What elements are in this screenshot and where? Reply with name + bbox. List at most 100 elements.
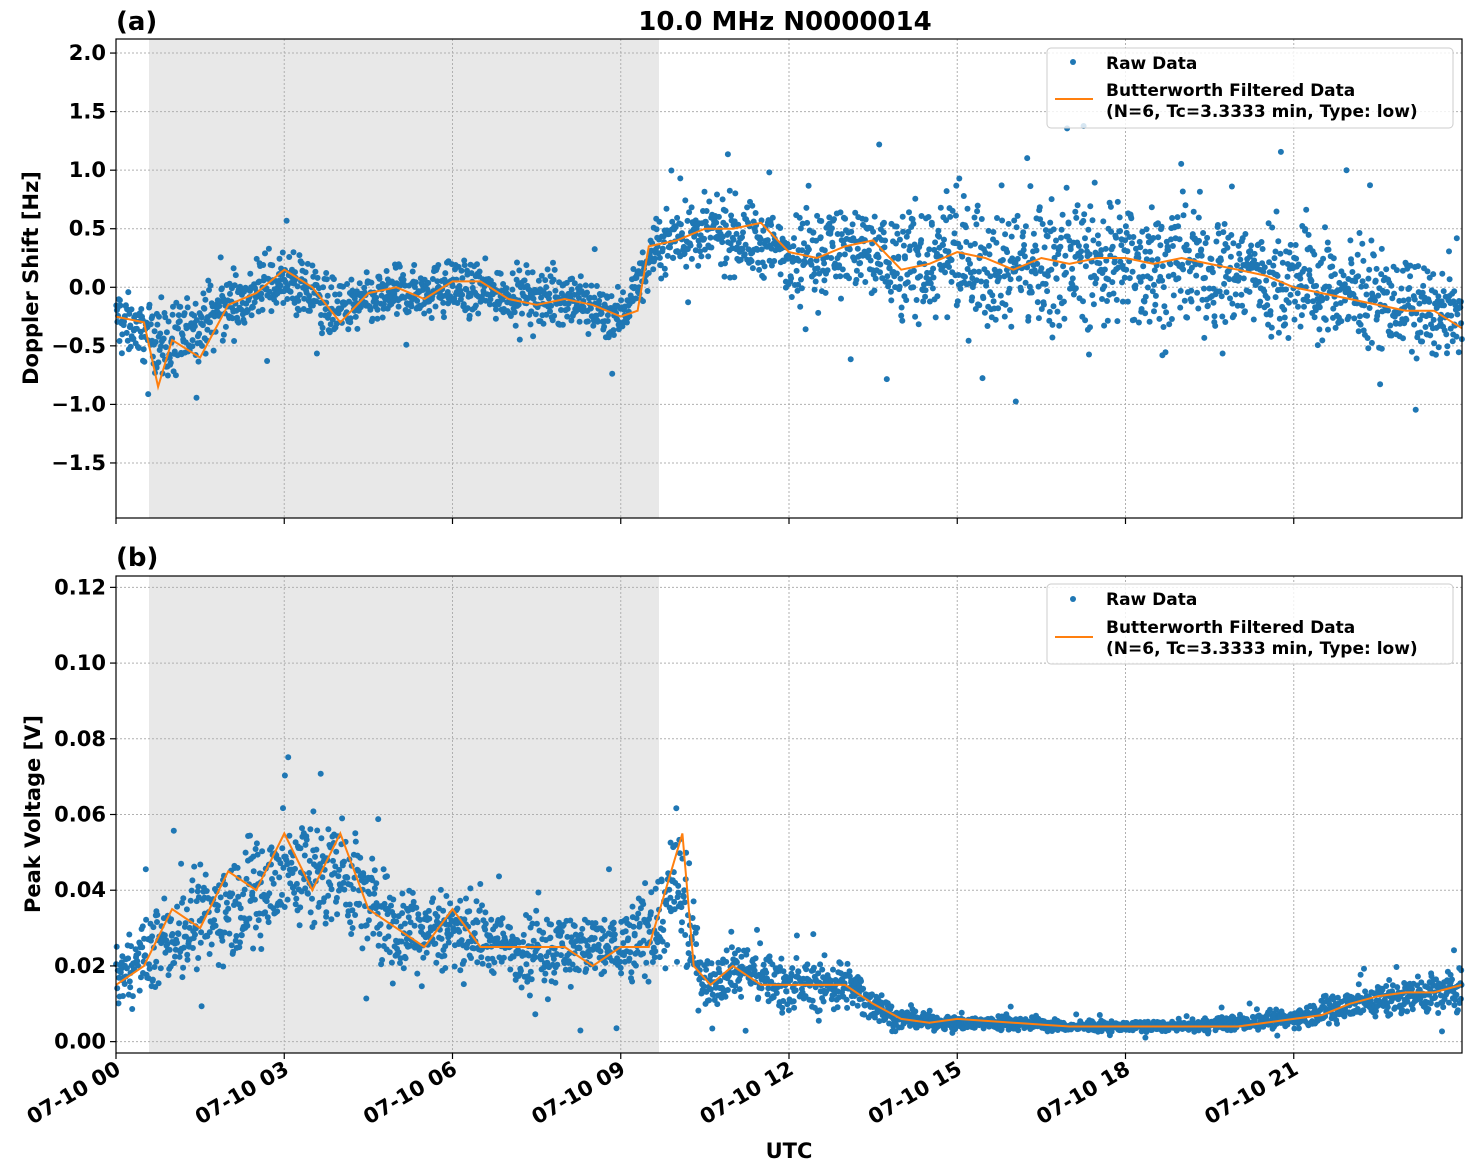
raw-data-point: [780, 968, 787, 975]
raw-data-point: [1013, 224, 1020, 231]
raw-data-point: [1128, 215, 1135, 222]
raw-data-point: [373, 294, 380, 301]
raw-data-point: [544, 996, 551, 1003]
raw-data-point: [325, 311, 332, 318]
raw-data-point: [1219, 313, 1226, 320]
raw-data-point: [1411, 321, 1418, 328]
raw-data-point: [442, 965, 449, 971]
raw-data-point: [705, 253, 712, 260]
raw-data-point: [223, 899, 230, 906]
raw-data-point: [248, 312, 255, 319]
raw-data-point: [1354, 300, 1360, 307]
raw-data-point: [219, 337, 226, 344]
raw-data-point: [1041, 244, 1048, 251]
raw-data-point: [676, 850, 683, 857]
raw-data-point: [1449, 338, 1456, 345]
raw-data-point: [226, 280, 233, 287]
raw-data-point: [423, 949, 430, 956]
raw-data-point: [568, 286, 575, 293]
raw-data-point: [188, 887, 195, 894]
y-tick-label: 1.5: [69, 100, 106, 124]
raw-data-point: [399, 910, 406, 917]
raw-data-point: [384, 911, 391, 918]
raw-data-point: [516, 336, 523, 343]
raw-data-point: [1295, 261, 1302, 268]
raw-data-point: [222, 881, 229, 888]
raw-data-point: [391, 912, 398, 919]
raw-data-point: [629, 978, 636, 985]
raw-data-point: [831, 216, 837, 223]
raw-data-point: [1372, 277, 1379, 284]
raw-data-point: [1325, 326, 1331, 333]
raw-data-point: [564, 305, 571, 312]
raw-data-point: [206, 951, 213, 957]
raw-data-point: [920, 298, 927, 305]
raw-data-point: [1094, 232, 1101, 239]
raw-data-point: [550, 276, 557, 283]
raw-data-point: [678, 927, 685, 934]
raw-data-point: [1440, 288, 1447, 295]
raw-data-point: [1042, 227, 1049, 234]
raw-data-point: [1306, 267, 1313, 274]
raw-data-point: [730, 236, 737, 243]
raw-data-point: [512, 322, 519, 329]
raw-data-point: [954, 298, 961, 305]
raw-data-point: [1303, 206, 1310, 213]
raw-data-point: [649, 959, 656, 965]
raw-data-point: [121, 981, 128, 987]
raw-data-point: [723, 958, 730, 965]
raw-data-point: [325, 892, 332, 899]
raw-data-point: [1086, 351, 1092, 358]
raw-data-point: [900, 228, 907, 235]
raw-data-point: [1272, 294, 1279, 301]
raw-data-point: [348, 931, 355, 937]
raw-data-point: [220, 963, 227, 970]
raw-data-point: [744, 204, 751, 211]
raw-data-point: [779, 1004, 786, 1011]
raw-data-point: [910, 220, 917, 227]
raw-data-point: [207, 282, 214, 289]
raw-data-point: [1101, 266, 1108, 273]
raw-data-point: [1039, 221, 1046, 227]
raw-data-point: [1077, 254, 1084, 261]
raw-data-point: [912, 1008, 919, 1015]
raw-data-point: [683, 263, 690, 270]
raw-data-point: [1001, 313, 1008, 320]
raw-data-point: [134, 958, 141, 964]
raw-data-point: [1002, 231, 1009, 238]
raw-data-point: [1053, 237, 1059, 244]
raw-data-point: [229, 890, 236, 897]
raw-data-point: [989, 292, 996, 299]
raw-data-point: [314, 274, 321, 281]
raw-data-point: [1251, 257, 1258, 264]
raw-data-point: [1036, 204, 1043, 211]
raw-data-point: [374, 315, 381, 322]
raw-data-point: [1038, 265, 1045, 272]
raw-data-point: [763, 969, 770, 976]
raw-data-point: [953, 182, 960, 189]
raw-data-point: [629, 903, 636, 910]
raw-data-point: [837, 209, 844, 216]
raw-data-point: [1136, 238, 1143, 245]
raw-data-point: [471, 930, 478, 937]
raw-data-point: [820, 974, 827, 981]
raw-data-point: [345, 326, 352, 333]
raw-data-point: [217, 254, 224, 261]
raw-data-point: [709, 1025, 716, 1032]
raw-data-point: [1227, 295, 1233, 302]
raw-data-point: [129, 1006, 136, 1012]
raw-data-point: [789, 965, 796, 972]
raw-data-point: [1202, 240, 1209, 247]
raw-data-point: [662, 965, 669, 972]
raw-data-point: [251, 896, 258, 903]
raw-data-point: [296, 252, 303, 259]
raw-data-point: [632, 295, 639, 302]
raw-data-point: [1168, 236, 1174, 243]
raw-data-point: [359, 945, 366, 952]
raw-data-point: [393, 918, 400, 925]
raw-data-point: [935, 227, 942, 234]
raw-data-point: [325, 826, 332, 833]
raw-data-point: [820, 998, 827, 1005]
raw-data-point: [309, 262, 316, 269]
raw-data-point: [986, 242, 992, 249]
